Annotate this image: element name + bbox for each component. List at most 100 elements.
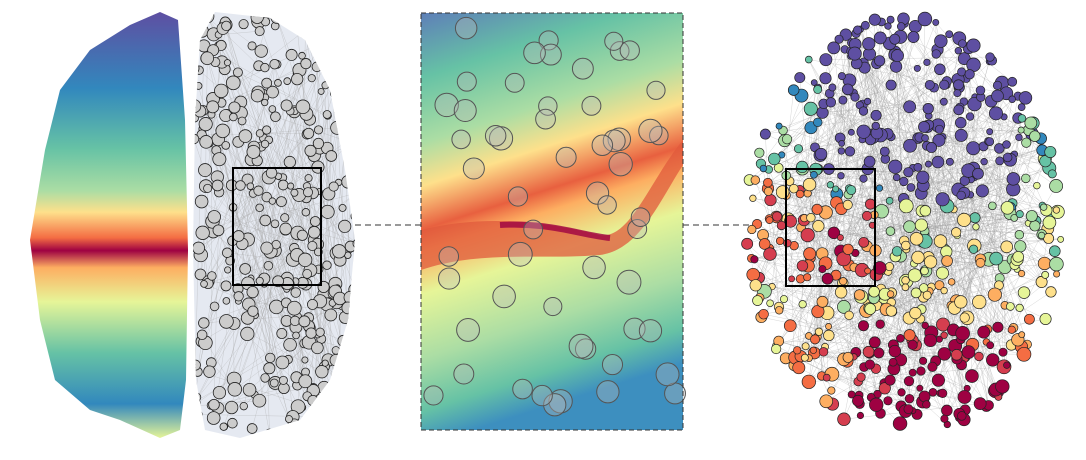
node [933, 234, 948, 248]
node [932, 133, 946, 147]
node [199, 135, 213, 149]
node [903, 220, 916, 233]
node [232, 67, 243, 78]
node [897, 388, 906, 397]
node [988, 201, 997, 211]
node [1015, 133, 1023, 142]
node [771, 343, 782, 355]
node [283, 337, 297, 352]
zoom-border [420, 12, 684, 431]
node [340, 352, 351, 363]
edge [1003, 116, 1047, 211]
node [350, 21, 355, 35]
node [655, 362, 680, 387]
node [252, 393, 267, 408]
edge [986, 82, 1003, 407]
edge [277, 281, 297, 378]
node [1047, 169, 1057, 179]
node [985, 137, 995, 146]
node [802, 177, 817, 192]
node [884, 22, 892, 30]
node [992, 80, 1003, 90]
node [507, 186, 529, 207]
node [207, 271, 217, 281]
node [908, 368, 917, 377]
node [803, 273, 812, 282]
node [292, 14, 301, 23]
node [219, 314, 234, 329]
edge [810, 105, 860, 218]
node [194, 268, 207, 281]
node [193, 99, 202, 114]
node [307, 394, 319, 407]
edge [893, 251, 1055, 369]
node [345, 129, 355, 144]
edge [203, 265, 269, 285]
node [828, 83, 837, 92]
node [512, 378, 533, 400]
node [991, 89, 1004, 103]
node [806, 213, 816, 223]
node [940, 414, 949, 423]
node [916, 170, 930, 184]
node [837, 172, 845, 180]
node [1053, 270, 1061, 278]
node [329, 88, 340, 99]
node [853, 25, 863, 35]
node [934, 34, 948, 48]
node [287, 182, 295, 190]
node [523, 41, 546, 65]
node [931, 373, 945, 387]
node [871, 121, 880, 131]
node [934, 124, 944, 134]
node [196, 329, 208, 341]
node [784, 214, 797, 228]
left-hemisphere-surface [30, 12, 188, 438]
node [918, 121, 930, 133]
node [352, 238, 355, 249]
node [312, 410, 320, 418]
zoom-band-core [499, 221, 611, 241]
node [296, 229, 308, 241]
node [221, 141, 231, 150]
node [809, 346, 818, 354]
edge [888, 234, 1020, 272]
node [768, 152, 781, 166]
node [287, 300, 302, 316]
node [329, 353, 342, 367]
node [193, 133, 200, 145]
node [819, 394, 834, 409]
node [314, 125, 324, 135]
node [1039, 155, 1052, 168]
node [922, 290, 932, 300]
edge [808, 56, 851, 382]
node [259, 214, 272, 227]
node [1024, 116, 1038, 130]
node [879, 146, 890, 157]
edge [784, 97, 802, 141]
node [307, 240, 318, 252]
node [992, 321, 1004, 333]
edge [894, 51, 936, 361]
node [940, 331, 948, 339]
node [763, 247, 777, 261]
node [322, 110, 332, 119]
node [1014, 230, 1025, 240]
node [873, 347, 885, 359]
edge [854, 53, 974, 250]
node [964, 69, 975, 80]
edge [928, 163, 1020, 235]
node [317, 12, 332, 25]
node [788, 275, 795, 283]
edge [864, 67, 999, 328]
node [1057, 235, 1065, 243]
edge [767, 167, 970, 183]
node [193, 392, 202, 402]
node [193, 395, 201, 410]
node [886, 15, 895, 24]
node [229, 112, 238, 122]
edge [259, 136, 353, 208]
node [538, 30, 559, 51]
node [899, 176, 909, 187]
